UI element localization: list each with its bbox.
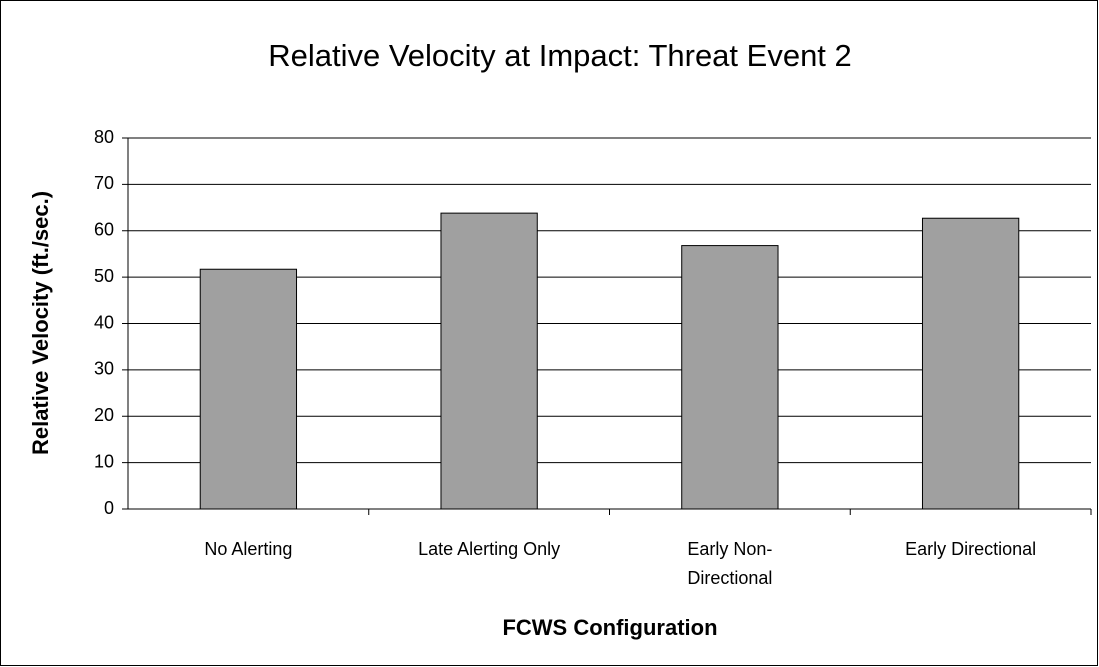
x-tick-label: Late Alerting Only [418, 539, 561, 559]
y-tick-label: 40 [94, 312, 114, 332]
y-tick-label: 0 [104, 498, 114, 518]
bar [681, 245, 779, 510]
x-tick-label: Early Non- Directional [687, 539, 773, 588]
x-axis-label: FCWS Configuration [502, 615, 717, 640]
bar [921, 217, 1020, 510]
y-tick-label: 30 [94, 359, 114, 379]
y-tick-label: 70 [94, 173, 114, 193]
y-tick-label: 20 [94, 405, 114, 425]
bar [199, 268, 298, 510]
y-tick-label: 60 [94, 220, 114, 240]
bar [440, 212, 538, 510]
y-tick-label: 80 [94, 127, 114, 147]
chart-title: Relative Velocity at Impact: Threat Even… [268, 38, 852, 73]
y-tick-label: 50 [94, 266, 114, 286]
y-tick-label: 10 [94, 451, 114, 471]
y-axis-label: Relative Velocity (ft./sec.) [28, 191, 53, 455]
x-tick-label: No Alerting [204, 539, 293, 559]
x-tick-label: Early Directional [905, 539, 1037, 559]
